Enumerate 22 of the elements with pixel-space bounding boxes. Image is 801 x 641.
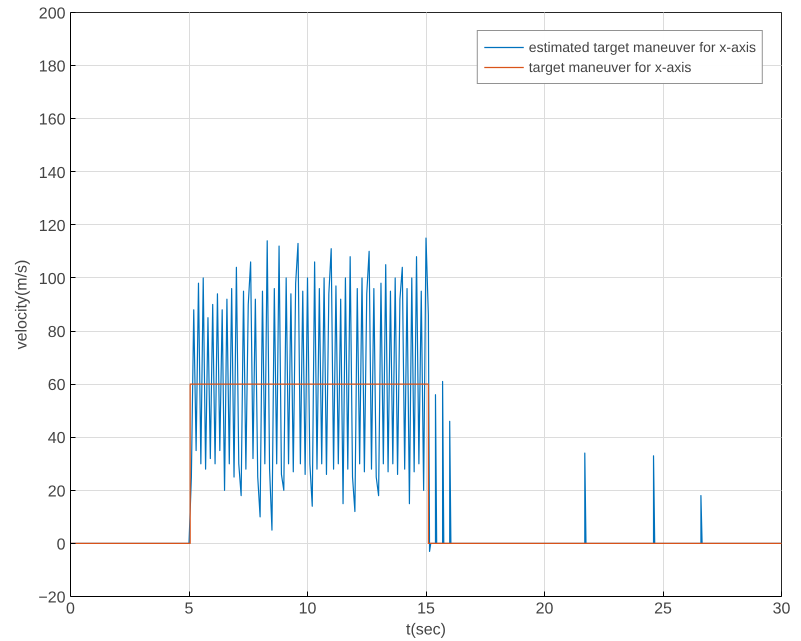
y-tick-label: 40 bbox=[48, 430, 66, 448]
y-tick-label: 100 bbox=[38, 270, 66, 288]
y-tick-label: 0 bbox=[56, 536, 66, 554]
x-axis-title: t(sec) bbox=[406, 622, 446, 638]
x-tick-label: 25 bbox=[654, 600, 672, 618]
y-tick-label: 20 bbox=[48, 483, 66, 500]
y-tick-label: 160 bbox=[38, 112, 66, 129]
y-axis-title: velocity(m/s) bbox=[13, 260, 30, 350]
legend-label: target maneuver for x-axis bbox=[528, 59, 692, 75]
y-tick-label: −20 bbox=[38, 590, 66, 606]
y-tick-label: 180 bbox=[38, 58, 66, 76]
x-tick-label: 30 bbox=[772, 600, 790, 618]
x-tick-label: 20 bbox=[536, 600, 554, 618]
x-tick-label: 5 bbox=[184, 600, 194, 618]
x-tick-label: 10 bbox=[298, 600, 316, 618]
y-tick-label: 120 bbox=[38, 218, 66, 235]
legend-label: estimated target maneuver for x-axis bbox=[528, 39, 756, 55]
y-tick-label: 60 bbox=[48, 377, 66, 394]
y-tick-label: 200 bbox=[38, 6, 66, 22]
x-tick-label: 15 bbox=[417, 600, 435, 618]
y-tick-label: 80 bbox=[48, 324, 66, 342]
y-tick-label: 140 bbox=[38, 164, 66, 182]
